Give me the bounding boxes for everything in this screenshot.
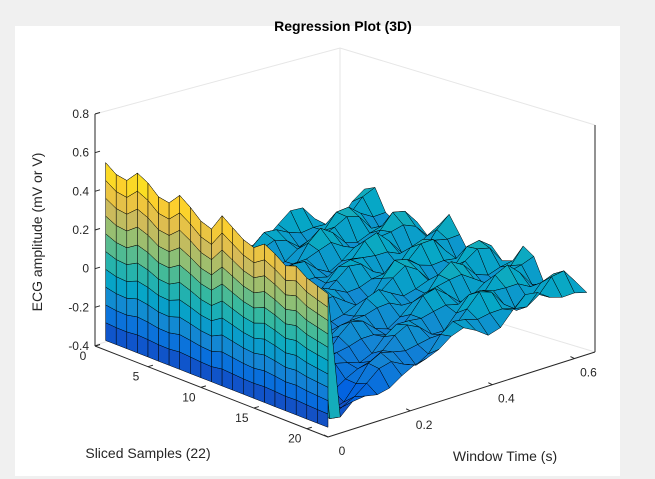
x-axis-label: Window Time (s)	[453, 448, 557, 464]
tick-mark	[253, 406, 260, 409]
surface-front-patch	[253, 352, 265, 372]
x-tick-label: 0.2	[416, 418, 433, 432]
x-tick-label: 0	[339, 444, 346, 458]
surface-front-patch	[211, 351, 223, 370]
surface-front-patch	[285, 352, 297, 371]
chart-title: Regression Plot (3D)	[274, 18, 412, 34]
z-tick-label: 0.4	[72, 184, 89, 198]
z-tick-label: 0.6	[72, 146, 89, 160]
surface-front-patch	[253, 322, 265, 340]
tick-mark	[94, 266, 101, 270]
tick-mark	[94, 344, 101, 347]
tick-mark	[306, 426, 312, 430]
surface-front-patch	[126, 244, 138, 265]
tick-mark	[94, 228, 101, 231]
y-tick-label: 0	[80, 349, 87, 363]
tick-mark	[94, 189, 101, 192]
x-axis-line	[327, 351, 596, 438]
surface-front-patch	[317, 285, 329, 308]
y-tick-label: 5	[133, 370, 140, 384]
y-tick-label: 15	[235, 411, 249, 425]
surface-front-patch	[168, 299, 180, 318]
tick-mark	[94, 150, 101, 154]
y-axis-label: Sliced Samples (22)	[85, 445, 210, 461]
z-tick-label: 0.2	[72, 223, 89, 237]
surface-front-patch	[253, 307, 265, 324]
surface-front-patch	[168, 316, 180, 335]
z-axis-label: ECG amplitude (mV or V)	[29, 153, 45, 312]
y-axis-line	[94, 345, 329, 438]
surface-front-patch	[211, 317, 223, 337]
y-tick-label: 20	[288, 432, 302, 446]
tick-mark	[200, 385, 207, 388]
surface-front-patch	[253, 291, 265, 309]
tick-mark	[570, 356, 575, 359]
z-tick-label: 0.8	[72, 107, 89, 121]
surface-front-patch	[168, 282, 180, 301]
tick-mark	[94, 305, 101, 308]
tick-mark	[147, 364, 154, 368]
z-tick-label: -0.4	[68, 339, 89, 353]
y-tick-label: 10	[182, 390, 196, 404]
surface-front-patch	[253, 367, 265, 388]
surface-front-patch	[285, 294, 297, 311]
axis-ticks: -0.4 -0.2 0 0.2 0.4 0.6 0.8 0 5 10 15 20 0 0.2 0.4 0.6	[68, 107, 597, 458]
surface-front-patch	[285, 323, 297, 341]
x-tick-label: 0.4	[498, 392, 515, 406]
surface-front-patch	[126, 262, 138, 282]
surface-front-patch	[126, 298, 138, 318]
surface-front-patch	[285, 265, 297, 282]
tick-mark	[405, 408, 411, 412]
surface-front-patch	[253, 275, 265, 294]
surface-front-patch	[253, 337, 265, 356]
surface-front-patch	[126, 314, 138, 336]
surface-front-patch	[285, 280, 297, 297]
surface-front-patch	[126, 280, 138, 300]
surface-front-patch	[168, 264, 180, 285]
x-tick-label: 0.6	[580, 366, 597, 380]
z-tick-label: -0.2	[68, 300, 89, 314]
tick-mark	[488, 382, 493, 386]
tick-mark	[94, 112, 101, 115]
surface-front-patch	[285, 337, 297, 356]
z-tick-label: 0	[82, 262, 89, 276]
surface-front-patch	[211, 334, 223, 353]
surface-mesh	[105, 161, 588, 428]
surface-front-patch	[168, 332, 180, 353]
surface-front-patch	[285, 309, 297, 326]
surface-front-patch	[253, 243, 265, 264]
tick-mark	[323, 434, 329, 438]
